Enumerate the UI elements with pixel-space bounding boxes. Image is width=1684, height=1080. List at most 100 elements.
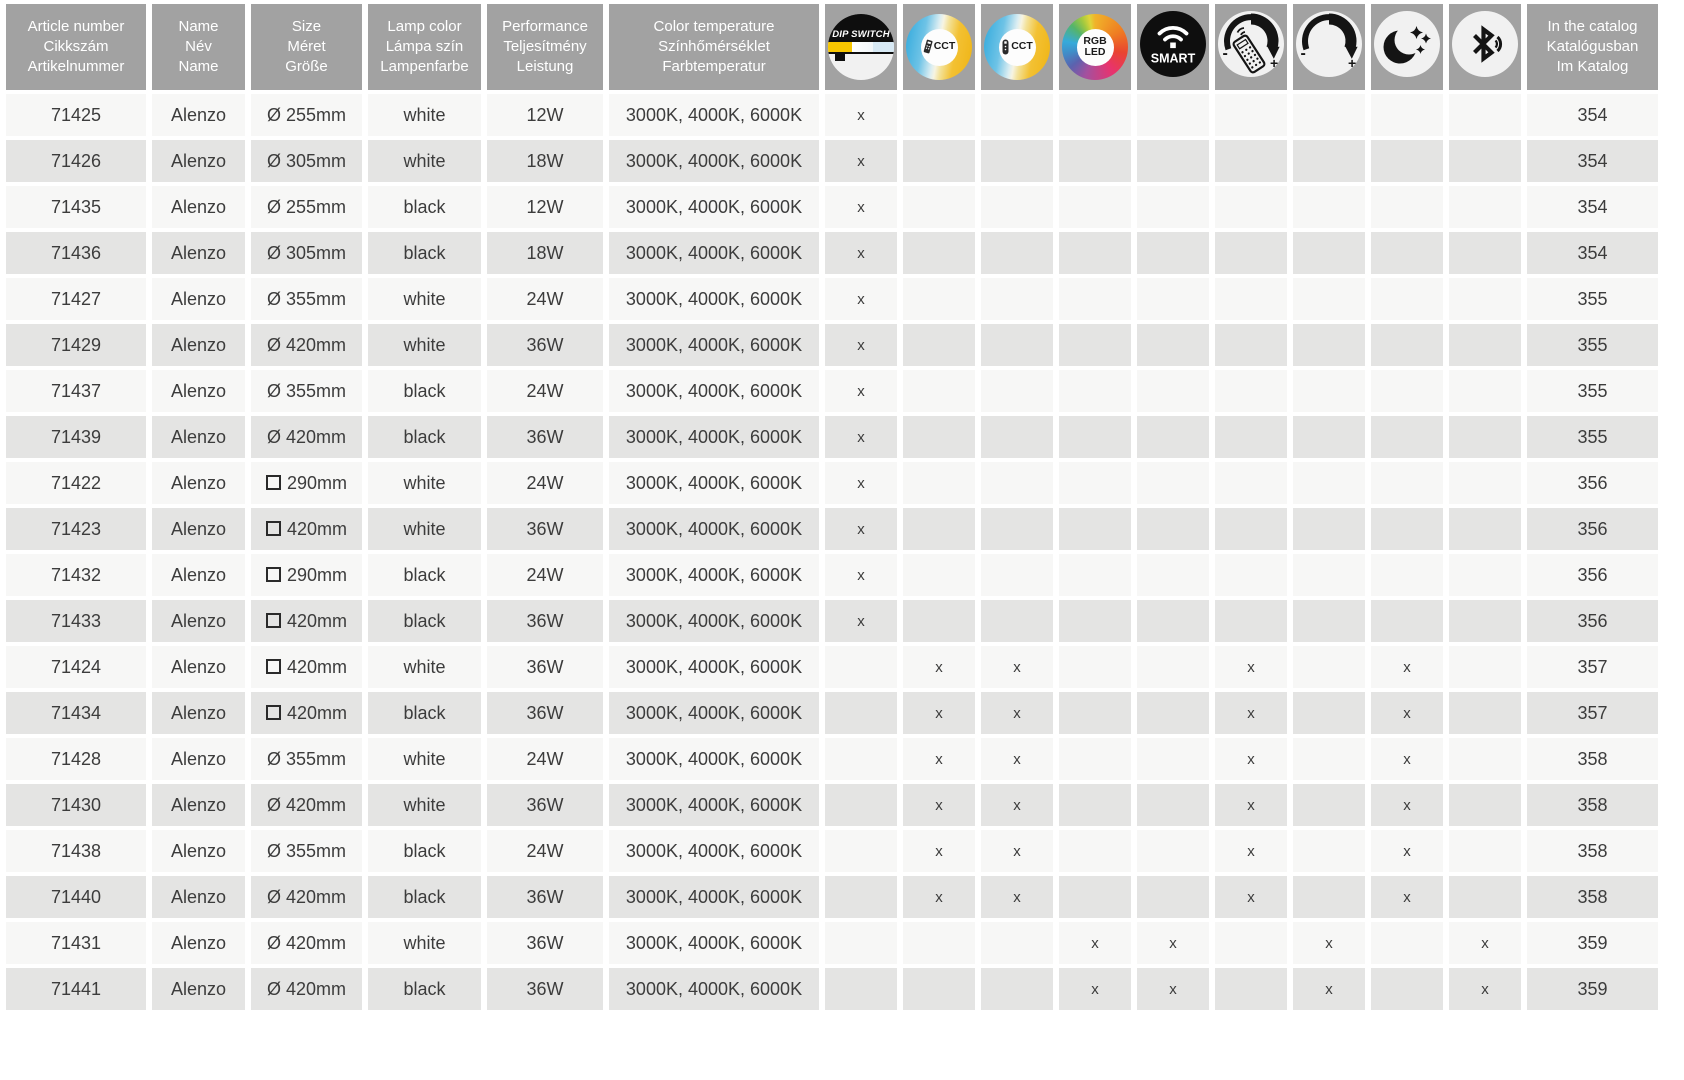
feature-empty-dimmer <box>1293 324 1365 366</box>
cell-name: Alenzo <box>152 94 245 136</box>
column-header-article-number: Article number Cikkszám Artikelnummer <box>6 4 146 90</box>
cell-article-number: 71434 <box>6 692 146 734</box>
feature-mark-dimmer: x <box>1293 968 1365 1010</box>
feature-empty-rgb <box>1059 232 1131 274</box>
cell-catalog-page: 359 <box>1527 968 1658 1010</box>
feature-empty-rgb <box>1059 508 1131 550</box>
cell-article-number: 71437 <box>6 370 146 412</box>
table-row: 71435 Alenzo Ø 255mm black 12W 3000K, 4000K, 6… <box>6 186 1658 228</box>
feature-empty-dip <box>825 784 897 826</box>
cell-color-temperature: 3000K, 4000K, 6000K <box>609 922 819 964</box>
cct-remote-2-icon: CCT <box>984 14 1050 80</box>
cell-catalog-page: 355 <box>1527 324 1658 366</box>
size-value: 255mm <box>285 196 347 217</box>
feature-mark-dip: x <box>825 94 897 136</box>
feature-empty-bt <box>1449 508 1521 550</box>
feature-empty-smart <box>1137 370 1209 412</box>
svg-text:-: - <box>1301 45 1306 62</box>
rgb-led-icon: RGB LED <box>1062 14 1128 80</box>
feature-empty-rgb <box>1059 876 1131 918</box>
diameter-symbol: Ø <box>266 978 281 999</box>
square-shape-symbol <box>265 612 281 628</box>
cell-lamp-color: white <box>368 140 481 182</box>
column-header-in-the-catalog: In the catalog Katalógusban Im Katalog <box>1527 4 1658 90</box>
feature-empty-dimmer <box>1293 278 1365 320</box>
cell-performance: 18W <box>487 232 603 274</box>
feature-empty-cct1 <box>903 94 975 136</box>
cell-name: Alenzo <box>152 186 245 228</box>
cell-performance: 36W <box>487 646 603 688</box>
feature-empty-remote <box>1215 508 1287 550</box>
cell-lamp-color: black <box>368 186 481 228</box>
cell-article-number: 71429 <box>6 324 146 366</box>
feature-empty-dimmer <box>1293 232 1365 274</box>
feature-empty-remote <box>1215 278 1287 320</box>
cell-lamp-color: black <box>368 600 481 642</box>
feature-empty-remote <box>1215 232 1287 274</box>
table-row: 71441 Alenzo Ø 420mm black 36W 3000K, 4000K, 6… <box>6 968 1658 1010</box>
cell-lamp-color: white <box>368 738 481 780</box>
feature-empty-bt <box>1449 646 1521 688</box>
feature-empty-bt <box>1449 738 1521 780</box>
dip-switch-icon: DIP SWITCH <box>828 14 894 80</box>
cell-size: Ø 420mm <box>251 922 362 964</box>
cell-article-number: 71432 <box>6 554 146 596</box>
cell-catalog-page: 357 <box>1527 646 1658 688</box>
cell-article-number: 71424 <box>6 646 146 688</box>
cell-lamp-color: black <box>368 968 481 1010</box>
cell-color-temperature: 3000K, 4000K, 6000K <box>609 738 819 780</box>
column-header-size: Size Méret Größe <box>251 4 362 90</box>
cell-size: 290mm <box>251 462 362 504</box>
cell-lamp-color: black <box>368 692 481 734</box>
feature-empty-dimmer <box>1293 508 1365 550</box>
diameter-symbol: Ø <box>266 104 281 125</box>
feature-empty-cct1 <box>903 600 975 642</box>
feature-empty-dimmer <box>1293 692 1365 734</box>
feature-empty-bt <box>1449 278 1521 320</box>
feature-empty-cct2 <box>981 922 1053 964</box>
feature-empty-smart <box>1137 416 1209 458</box>
cell-size: Ø 420mm <box>251 968 362 1010</box>
cell-name: Alenzo <box>152 600 245 642</box>
feature-empty-cct2 <box>981 968 1053 1010</box>
feature-empty-bt <box>1449 784 1521 826</box>
table-row: 71428 Alenzo Ø 355mm white 24W 3000K, 4000K, 6… <box>6 738 1658 780</box>
table-row: 71429 Alenzo Ø 420mm white 36W 3000K, 4000K, 6… <box>6 324 1658 366</box>
feature-empty-dimmer <box>1293 416 1365 458</box>
feature-empty-smart <box>1137 186 1209 228</box>
cell-performance: 18W <box>487 140 603 182</box>
cell-performance: 36W <box>487 876 603 918</box>
feature-mark-dip: x <box>825 462 897 504</box>
feature-mark-cct2: x <box>981 876 1053 918</box>
size-value: 420mm <box>286 518 348 539</box>
cell-performance: 36W <box>487 324 603 366</box>
cell-article-number: 71422 <box>6 462 146 504</box>
feature-mark-rgb: x <box>1059 922 1131 964</box>
cell-lamp-color: white <box>368 94 481 136</box>
feature-empty-night <box>1371 324 1443 366</box>
feature-empty-smart <box>1137 554 1209 596</box>
feature-empty-dip <box>825 876 897 918</box>
feature-empty-night <box>1371 186 1443 228</box>
cell-size: Ø 355mm <box>251 738 362 780</box>
size-value: 290mm <box>286 564 348 585</box>
cell-catalog-page: 357 <box>1527 692 1658 734</box>
size-value: 305mm <box>285 242 347 263</box>
size-value: 420mm <box>285 978 347 999</box>
size-value: 420mm <box>285 932 347 953</box>
feature-empty-night <box>1371 232 1443 274</box>
feature-empty-bt <box>1449 416 1521 458</box>
feature-mark-cct2: x <box>981 692 1053 734</box>
feature-empty-bt <box>1449 140 1521 182</box>
feature-empty-rgb <box>1059 462 1131 504</box>
cell-article-number: 71430 <box>6 784 146 826</box>
feature-empty-rgb <box>1059 416 1131 458</box>
cell-performance: 24W <box>487 738 603 780</box>
cell-size: 420mm <box>251 692 362 734</box>
column-header-dip: DIP SWITCH <box>825 4 897 90</box>
cell-name: Alenzo <box>152 876 245 918</box>
feature-empty-bt <box>1449 186 1521 228</box>
square-shape-symbol <box>265 474 281 490</box>
feature-empty-night <box>1371 554 1443 596</box>
cell-size: Ø 355mm <box>251 278 362 320</box>
